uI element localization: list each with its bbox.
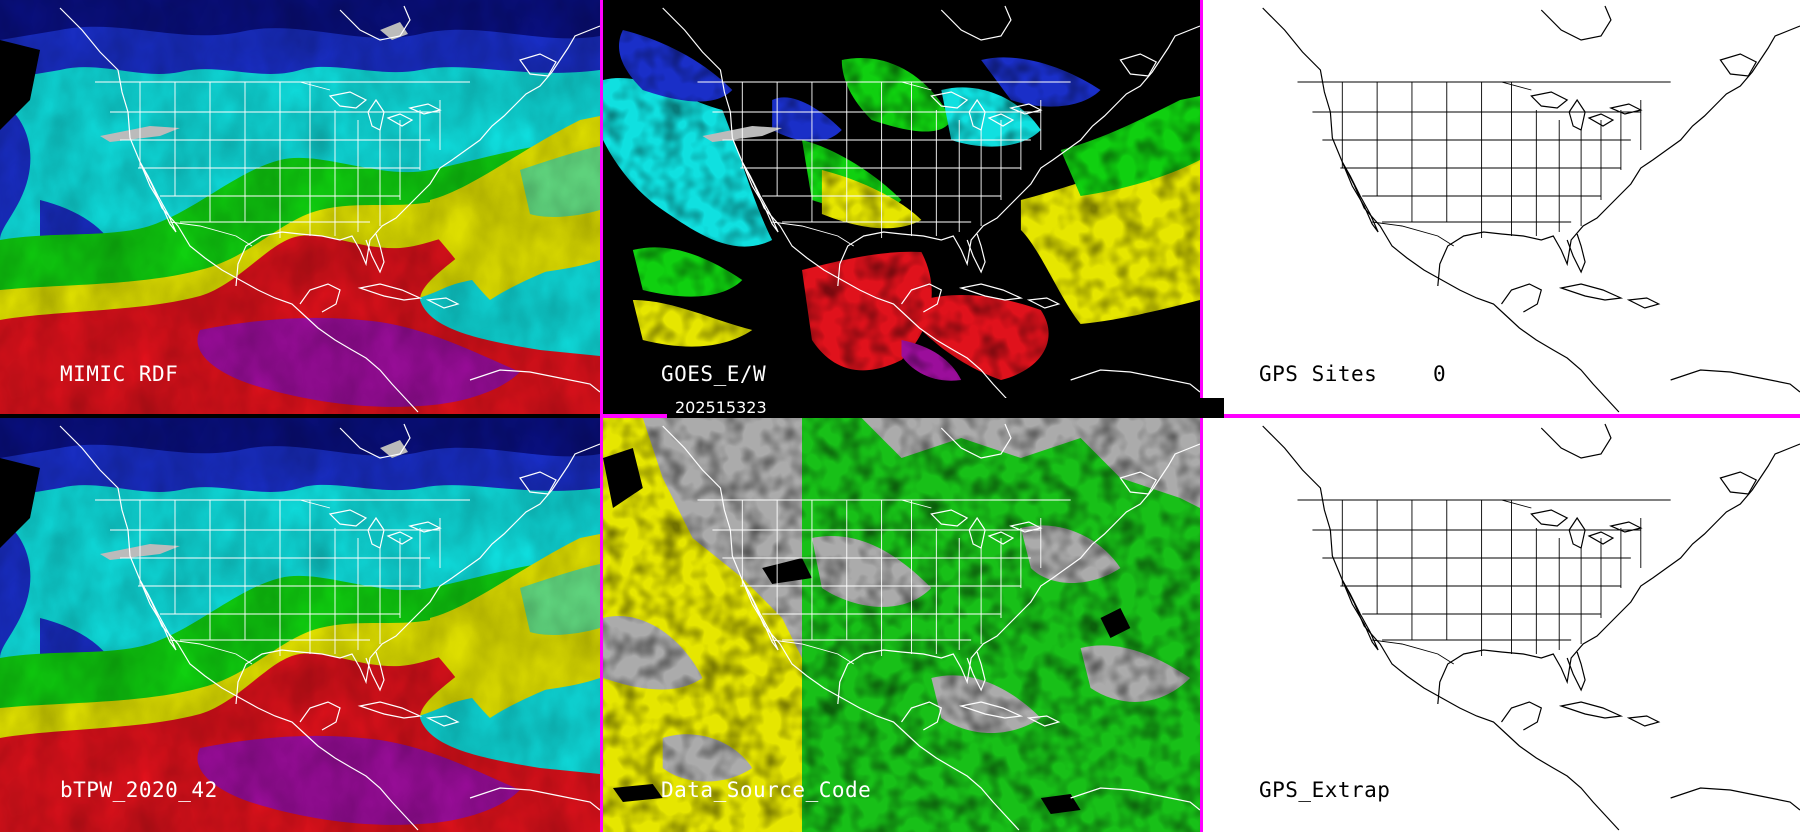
panel-label: GPS_Extrap xyxy=(1259,778,1391,802)
timestamp-label: 202515323 xyxy=(667,398,1224,418)
mimic-rdf-panel: MIMIC RDF xyxy=(0,0,600,414)
panel-label: GOES_E/W xyxy=(661,362,767,386)
btpw-map xyxy=(0,418,600,832)
panel-label: bTPW_2020_42 xyxy=(60,778,218,802)
gps-site-count: 0 xyxy=(1433,362,1447,386)
goes-ew-map xyxy=(603,0,1200,414)
gps-extrap-map xyxy=(1203,418,1800,832)
btpw-panel: bTPW_2020_42 xyxy=(0,418,600,832)
panel-label: MIMIC RDF xyxy=(60,362,179,386)
data-source-code-map xyxy=(603,418,1200,832)
goes-ew-panel: GOES_E/W xyxy=(603,0,1200,414)
mimic-rdf-map xyxy=(0,0,600,414)
vertical-separator-left xyxy=(600,0,603,832)
panel-label: GPS Sites xyxy=(1259,362,1378,386)
gps-sites-panel: GPS Sites 0 xyxy=(1203,0,1800,414)
data-source-code-panel: Data_Source_Code xyxy=(603,418,1200,832)
panel-label: Data_Source_Code xyxy=(661,778,872,802)
gps-sites-map xyxy=(1203,0,1800,414)
gps-extrap-panel: GPS_Extrap xyxy=(1203,418,1800,832)
